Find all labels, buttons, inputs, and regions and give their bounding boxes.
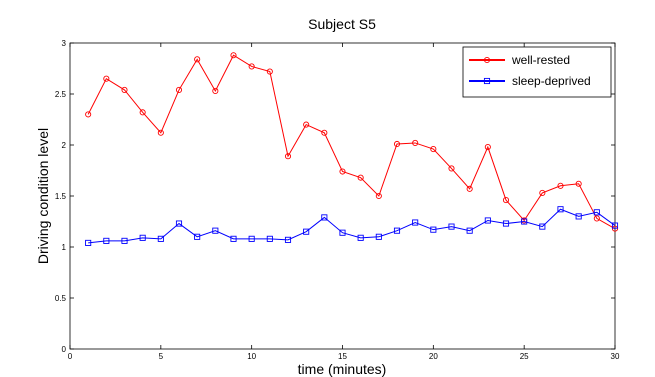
data-point bbox=[357, 234, 364, 241]
x-tick-label: 15 bbox=[338, 352, 347, 361]
data-point bbox=[539, 189, 546, 196]
series-sleep-deprived bbox=[85, 206, 619, 246]
y-tick-label: 0 bbox=[62, 345, 67, 354]
data-point bbox=[393, 140, 401, 148]
legend-label: well-rested bbox=[511, 53, 570, 67]
legend-item: well-rested bbox=[469, 53, 570, 67]
data-point bbox=[557, 182, 564, 189]
data-point bbox=[575, 213, 582, 220]
data-point bbox=[393, 227, 401, 234]
data-point bbox=[248, 235, 255, 242]
data-point bbox=[284, 153, 292, 160]
data-point bbox=[248, 63, 255, 70]
data-point bbox=[321, 129, 328, 136]
chart-title: Subject S5 bbox=[308, 16, 376, 32]
y-tick-label: 3 bbox=[62, 39, 67, 48]
data-point bbox=[157, 235, 164, 242]
data-point bbox=[593, 215, 600, 222]
data-point bbox=[303, 121, 310, 128]
data-point bbox=[484, 217, 491, 224]
data-point bbox=[303, 228, 310, 235]
data-point bbox=[139, 109, 146, 116]
legend-label: sleep-deprived bbox=[512, 74, 591, 88]
data-point bbox=[85, 239, 92, 246]
data-point bbox=[157, 129, 164, 136]
data-point bbox=[521, 218, 528, 225]
y-tick-label: 0.5 bbox=[55, 294, 67, 303]
data-point bbox=[103, 237, 110, 244]
data-point bbox=[448, 223, 455, 230]
legend-marker bbox=[483, 56, 491, 64]
data-point bbox=[194, 233, 201, 240]
data-point bbox=[611, 222, 619, 229]
y-tick-label: 2.5 bbox=[55, 90, 67, 99]
data-point bbox=[575, 180, 582, 187]
x-tick-label: 10 bbox=[247, 352, 256, 361]
data-point bbox=[194, 56, 201, 63]
data-point bbox=[212, 227, 219, 234]
y-tick-label: 1 bbox=[62, 243, 67, 252]
data-point bbox=[121, 86, 128, 93]
data-point bbox=[611, 225, 619, 232]
legend-marker bbox=[483, 77, 491, 85]
data-point bbox=[175, 220, 183, 227]
y-tick-label: 1.5 bbox=[55, 192, 67, 201]
legend: well-rested sleep-deprived bbox=[462, 46, 612, 98]
legend-item: sleep-deprived bbox=[469, 74, 591, 88]
data-point bbox=[375, 192, 382, 200]
data-point bbox=[412, 139, 419, 147]
data-point bbox=[448, 165, 455, 172]
data-point bbox=[230, 52, 237, 59]
data-point bbox=[321, 214, 328, 221]
data-point bbox=[466, 185, 473, 192]
data-point bbox=[139, 234, 146, 241]
data-point bbox=[466, 227, 473, 234]
x-tick-label: 5 bbox=[159, 352, 164, 361]
data-point bbox=[121, 237, 128, 244]
y-tick-label: 2 bbox=[62, 141, 67, 150]
x-tick-label: 30 bbox=[611, 352, 620, 361]
x-tick-label: 20 bbox=[429, 352, 438, 361]
data-point bbox=[339, 229, 346, 236]
data-point bbox=[230, 235, 237, 242]
x-tick-label: 0 bbox=[68, 352, 73, 361]
data-point bbox=[266, 68, 273, 75]
data-point bbox=[502, 220, 510, 227]
data-point bbox=[375, 233, 382, 240]
data-point bbox=[430, 226, 437, 233]
data-point bbox=[430, 146, 437, 153]
data-point bbox=[357, 174, 364, 181]
data-point bbox=[85, 111, 92, 118]
data-point bbox=[502, 197, 510, 204]
x-axis-label: time (minutes) bbox=[298, 361, 387, 377]
legend-box bbox=[462, 46, 612, 98]
data-point bbox=[412, 219, 419, 226]
data-point bbox=[339, 168, 346, 175]
data-point bbox=[212, 87, 219, 94]
data-point bbox=[103, 75, 110, 82]
series-well-rested bbox=[85, 52, 619, 232]
data-point bbox=[266, 235, 273, 242]
y-axis-label: Driving condition level bbox=[35, 128, 51, 264]
data-point bbox=[557, 206, 564, 213]
data-point bbox=[175, 86, 183, 93]
data-point bbox=[593, 209, 600, 216]
series-line bbox=[87, 54, 616, 230]
x-tick-label: 25 bbox=[520, 352, 529, 361]
data-point bbox=[539, 223, 546, 230]
data-point bbox=[484, 143, 491, 151]
data-point bbox=[284, 236, 292, 243]
